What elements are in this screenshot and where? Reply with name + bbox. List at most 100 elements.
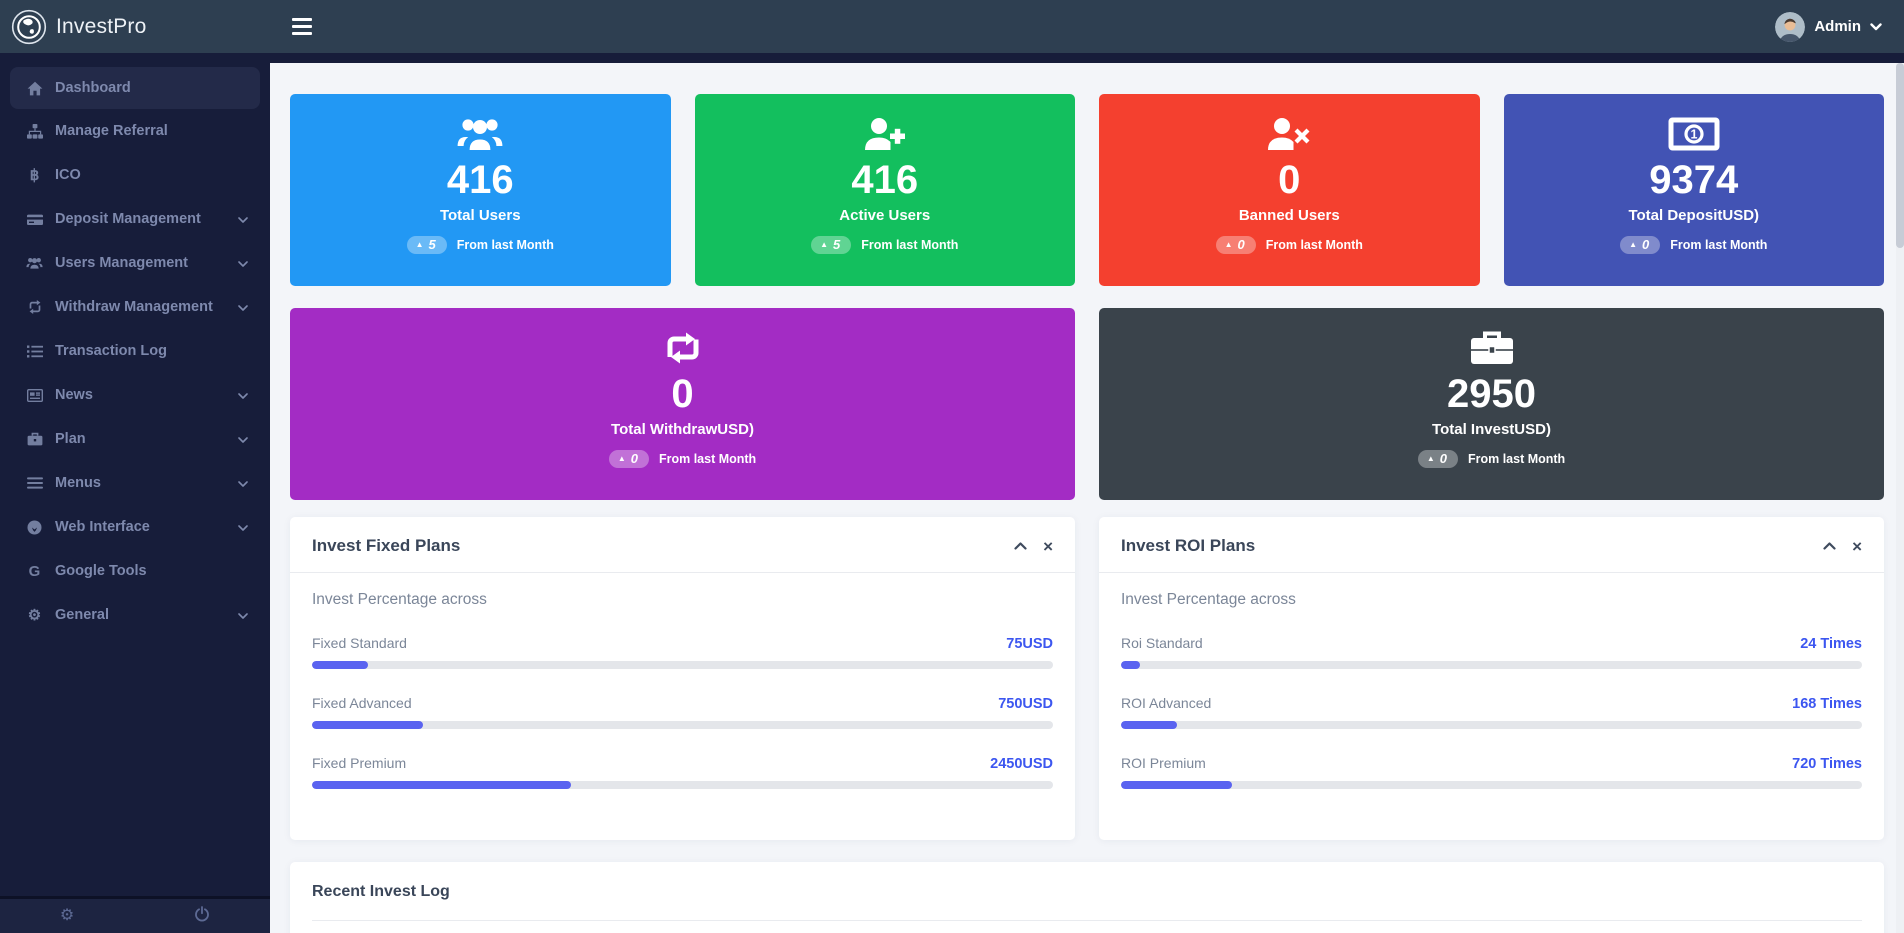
progress-track — [312, 661, 1053, 669]
sidebar-item-withdraw-management[interactable]: Withdraw Management — [0, 285, 270, 329]
sidebar-item-general[interactable]: ⚙ General — [0, 593, 270, 637]
admin-menu[interactable]: Admin — [1775, 11, 1882, 42]
sidebar-item-label: Dashboard — [55, 80, 131, 96]
scrollbar-thumb[interactable] — [1896, 63, 1904, 248]
delta-badge: ▲ 0 — [1417, 450, 1458, 468]
plan-label: Fixed Premium — [312, 755, 407, 771]
chevron-down-icon — [238, 386, 248, 404]
newspaper-icon — [26, 388, 43, 402]
caret-up-icon: ▲ — [1426, 453, 1435, 463]
plan-progress-row: Fixed Advanced 750USD — [312, 695, 1053, 729]
sidebar-item-label: Plan — [55, 431, 86, 447]
sidebar-item-news[interactable]: News — [0, 373, 270, 417]
caret-up-icon: ▲ — [820, 239, 828, 249]
settings-gear-icon[interactable]: ⚙ — [59, 907, 75, 924]
delta-note: From last Month — [658, 452, 757, 466]
plan-value: 168 Times — [1792, 696, 1862, 712]
admin-name: Admin — [1814, 18, 1861, 35]
delta-value: 0 — [1439, 451, 1447, 466]
delta-note: From last Month — [1467, 452, 1566, 466]
sidebar-item-google-tools[interactable]: G Google Tools — [0, 549, 270, 593]
close-panel-icon[interactable]: × — [1852, 536, 1862, 556]
chevron-down-icon — [238, 430, 248, 448]
sidebar-item-menus[interactable]: Menus — [0, 461, 270, 505]
delta-badge: ▲ 5 — [811, 236, 852, 254]
stat-value: 0 — [671, 372, 694, 416]
stat-value: 416 — [446, 158, 514, 202]
panel-title: Invest Fixed Plans — [312, 536, 461, 555]
sidebar-item-label: General — [55, 607, 109, 623]
vertical-scrollbar[interactable] — [1896, 63, 1904, 933]
progress-track — [312, 781, 1053, 789]
stat-delta-row: ▲ 0 From last Month — [1620, 236, 1767, 254]
plan-progress-row: Roi Standard 24 Times — [1121, 635, 1862, 669]
delta-value: 0 — [1237, 237, 1245, 252]
close-panel-icon[interactable]: × — [1043, 536, 1053, 556]
progress-fill — [1121, 781, 1233, 789]
stat-delta-row: ▲ 5 From last Month — [811, 236, 958, 254]
recent-invest-log-panel: Recent Invest Log — [290, 862, 1884, 933]
sidebar-item-dashboard[interactable]: Dashboard — [10, 67, 260, 109]
sitemap-icon — [26, 123, 43, 139]
delta-badge: ▲ 0 — [1620, 236, 1661, 254]
caret-up-icon: ▲ — [617, 453, 626, 463]
sidebar-footer: ⚙ — [0, 896, 270, 933]
stat-card-total-users: 416 Total Users ▲ 5 From last Month — [290, 94, 671, 286]
sidebar-toggle-button[interactable] — [292, 17, 312, 36]
collapse-panel-icon[interactable] — [1823, 542, 1836, 550]
caret-up-icon: ▲ — [1224, 239, 1233, 249]
retweet-icon — [660, 326, 706, 370]
stat-label: Total WithdrawUSD) — [611, 421, 754, 438]
sidebar: Dashboard Manage Referral ฿ ICO — [0, 53, 270, 933]
panel-title: Recent Invest Log — [312, 883, 1862, 921]
brand-logo[interactable]: InvestPro — [0, 9, 270, 45]
caret-up-icon: ▲ — [1629, 239, 1637, 249]
invest-fixed-plans-panel: Invest Fixed Plans × Invest Percentage a… — [290, 517, 1075, 840]
main-content: 416 Total Users ▲ 5 From last Month — [270, 53, 1904, 933]
sidebar-item-ico[interactable]: ฿ ICO — [0, 153, 270, 197]
users-icon — [456, 112, 504, 156]
delta-badge: ▲ 0 — [1215, 236, 1256, 254]
plan-progress-row: Fixed Premium 2450USD — [312, 755, 1053, 789]
chevron-down-icon — [238, 210, 248, 228]
top-navbar: InvestPro Admin — [0, 0, 1904, 53]
user-x-icon — [1266, 112, 1312, 156]
power-icon[interactable] — [194, 906, 210, 926]
sidebar-item-plan[interactable]: Plan — [0, 417, 270, 461]
collapse-panel-icon[interactable] — [1014, 542, 1027, 550]
sidebar-item-deposit-management[interactable]: Deposit Management — [0, 197, 270, 241]
plan-value: 2450USD — [990, 756, 1053, 772]
stat-value: 2950 — [1447, 372, 1536, 416]
stat-card-total-withdraw: 0 Total WithdrawUSD) ▲ 0 From last Month — [290, 308, 1075, 500]
sidebar-item-label: Withdraw Management — [55, 299, 213, 315]
sidebar-item-users-management[interactable]: Users Management — [0, 241, 270, 285]
chevron-down-icon — [1870, 18, 1882, 36]
users-icon — [26, 256, 43, 270]
sidebar-item-transaction-log[interactable]: Transaction Log — [0, 329, 270, 373]
user-plus-icon — [862, 112, 908, 156]
delta-badge: ▲ 5 — [406, 236, 447, 254]
panel-title: Invest ROI Plans — [1121, 536, 1256, 555]
delta-note: From last Month — [1670, 238, 1768, 252]
stat-label: Banned Users — [1238, 207, 1340, 224]
sidebar-item-manage-referral[interactable]: Manage Referral — [0, 109, 270, 153]
delta-badge: ▲ 0 — [608, 450, 649, 468]
progress-fill — [312, 661, 368, 669]
plan-label: ROI Premium — [1121, 755, 1206, 771]
plan-label: ROI Advanced — [1121, 695, 1212, 711]
sidebar-item-label: News — [55, 387, 93, 403]
progress-fill — [312, 721, 424, 729]
stat-value: 9374 — [1649, 158, 1739, 202]
gear-icon: ⚙ — [27, 606, 42, 624]
bars-icon — [26, 477, 43, 489]
progress-track — [1121, 781, 1862, 789]
globe-logo-icon — [11, 9, 47, 45]
stat-delta-row: ▲ 5 From last Month — [406, 236, 554, 254]
delta-value: 5 — [832, 237, 841, 252]
stat-delta-row: ▲ 0 From last Month — [1417, 450, 1566, 468]
delta-note: From last Month — [861, 238, 959, 252]
delta-value: 5 — [428, 237, 436, 252]
stat-delta-row: ▲ 0 From last Month — [1215, 236, 1363, 254]
stat-label: Total InvestUSD) — [1432, 421, 1551, 438]
sidebar-item-web-interface[interactable]: Web Interface — [0, 505, 270, 549]
